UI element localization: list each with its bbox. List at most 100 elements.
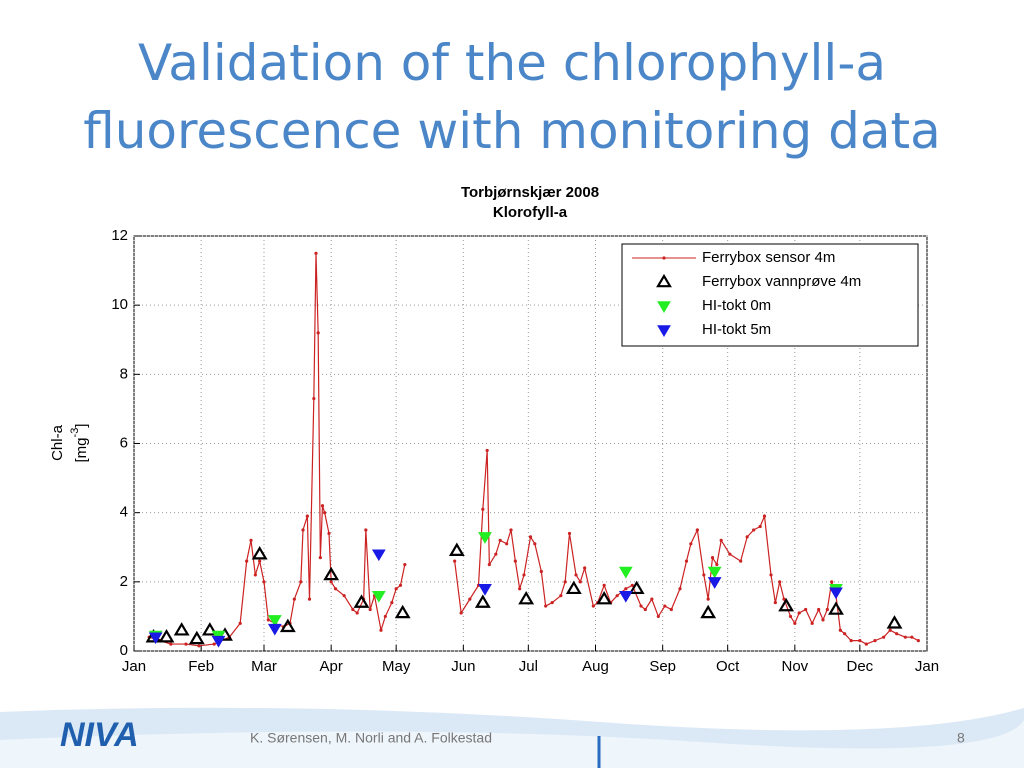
data-point <box>702 573 706 577</box>
y-label: Chl-a [mg-3] <box>49 424 90 463</box>
data-point <box>169 642 173 646</box>
data-point <box>299 580 303 584</box>
x-tick-label: Aug <box>582 658 609 675</box>
data-point <box>793 621 797 625</box>
legend-marker <box>657 325 671 337</box>
data-point <box>567 531 572 536</box>
data-point <box>825 607 829 612</box>
data-point <box>478 584 492 596</box>
data-point <box>706 597 710 601</box>
slide-title: fluorescence with monitoring data <box>83 102 941 160</box>
data-point <box>689 542 693 546</box>
y-label-unit: [mg-3] <box>69 424 90 463</box>
data-point <box>773 600 777 605</box>
data-point <box>305 514 309 518</box>
data-point <box>398 583 403 587</box>
x-tick-label: May <box>382 658 411 675</box>
data-point <box>494 552 498 556</box>
data-point <box>829 587 843 600</box>
data-point <box>882 635 886 639</box>
legend-box <box>621 243 919 347</box>
data-point <box>518 590 535 605</box>
data-point <box>916 639 920 643</box>
y-tick-label: 2 <box>120 573 128 590</box>
data-point <box>728 552 732 556</box>
data-point <box>307 597 312 601</box>
data-point <box>238 621 242 625</box>
data-point <box>355 611 359 615</box>
data-point <box>267 615 282 627</box>
data-point <box>778 580 782 584</box>
data-point <box>628 580 645 595</box>
legend-label: HI-tokt 0m <box>702 297 771 314</box>
data-point <box>498 538 502 542</box>
data-point <box>849 639 853 643</box>
data-point <box>184 642 188 646</box>
x-tick-label: Jan <box>122 658 146 675</box>
data-point <box>267 623 282 636</box>
data-point <box>639 604 643 608</box>
legend-marker <box>657 301 671 313</box>
data-point <box>888 628 892 632</box>
data-point <box>707 566 722 579</box>
data-point <box>481 507 485 511</box>
data-point <box>390 600 394 605</box>
data-point <box>394 604 411 619</box>
data-point <box>752 528 756 532</box>
data-point <box>522 573 526 577</box>
data-point <box>643 607 647 612</box>
data-point <box>565 580 582 595</box>
data-point <box>838 628 842 632</box>
data-point <box>810 621 814 625</box>
y-tick-label: 8 <box>120 365 128 382</box>
data-point <box>700 604 717 619</box>
data-point <box>478 532 492 544</box>
y-tick-label: 4 <box>120 504 128 521</box>
data-point <box>591 604 595 608</box>
data-point <box>513 559 517 563</box>
data-point <box>197 644 201 648</box>
data-point <box>539 569 543 574</box>
data-point <box>656 614 660 619</box>
data-point <box>320 504 325 508</box>
logo: NIVA <box>60 716 139 754</box>
data-point <box>301 528 305 532</box>
data-point <box>266 618 270 622</box>
data-point <box>533 542 537 546</box>
data-point <box>864 642 868 646</box>
data-point <box>817 607 821 612</box>
data-point <box>329 580 333 584</box>
x-tick-label: Oct <box>716 658 740 675</box>
data-point <box>249 538 253 542</box>
x-tick-label: Mar <box>251 658 277 675</box>
data-point <box>903 635 907 639</box>
data-point <box>316 331 320 335</box>
data-point <box>602 583 606 587</box>
y-tick-label: 0 <box>120 642 128 659</box>
footer-authors: K. Sørensen, M. Norli and A. Folkestad <box>250 730 492 746</box>
data-point <box>158 628 175 643</box>
data-point <box>583 566 587 570</box>
data-point <box>778 597 795 612</box>
y-tick-label: 10 <box>111 296 128 313</box>
data-point <box>788 614 793 619</box>
data-point <box>858 639 862 643</box>
data-point <box>211 635 226 648</box>
data-point <box>312 396 316 401</box>
data-point <box>245 559 249 563</box>
data-point <box>624 587 628 591</box>
data-point <box>148 632 163 645</box>
data-point <box>715 562 719 567</box>
data-point <box>262 580 266 584</box>
x-tick-label: Jan <box>915 658 939 675</box>
data-point <box>509 528 513 532</box>
data-point <box>459 611 463 615</box>
data-point <box>563 580 567 584</box>
y-tick-label: 6 <box>120 434 128 451</box>
data-point <box>910 635 914 639</box>
x-tick-label: Dec <box>846 658 873 675</box>
page-number: 8 <box>957 730 965 746</box>
y-tick-label: 12 <box>111 227 128 244</box>
unit: [mg <box>73 437 90 462</box>
